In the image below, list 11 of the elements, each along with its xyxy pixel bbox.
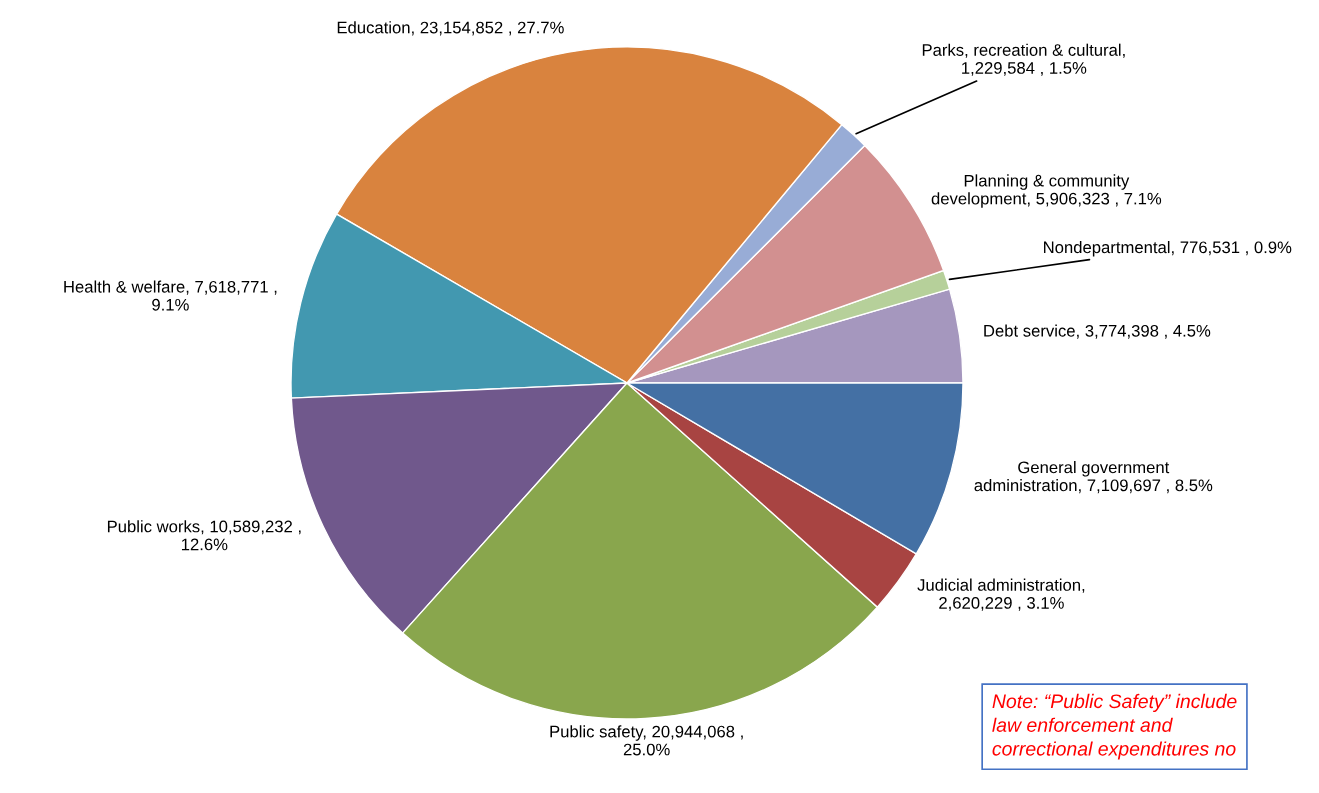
slice-label: Education, 23,154,852 , 27.7% bbox=[337, 21, 564, 36]
slice-label: Nondepartmental, 776,531 , 0.9% bbox=[1044, 240, 1292, 257]
slice-label: Public works, 10,589,232 , 12.6% bbox=[107, 520, 301, 551]
slice-label: General government administration, 7,109,697 , 8.5% bbox=[974, 461, 1213, 494]
slice-label: Public safety, 20,944,068 , 25.0% bbox=[550, 725, 743, 756]
slice-label: Judicial administration, 2,620,229 , 3.1% bbox=[917, 578, 1085, 611]
slice-label: Planning & community development, 5,906,323 , 7.1% bbox=[931, 174, 1162, 208]
slice-label: Health & welfare, 7,618,771 , 9.1% bbox=[64, 280, 277, 311]
slice-label: Debt service, 3,774,398 , 4.5% bbox=[984, 324, 1211, 339]
text: Note: “Public Safety” include law enforcement and correctional expenditures no bbox=[992, 693, 1237, 760]
slice-label: Parks, recreation & cultural, 1,229,584 , 1.5% bbox=[922, 43, 1125, 76]
